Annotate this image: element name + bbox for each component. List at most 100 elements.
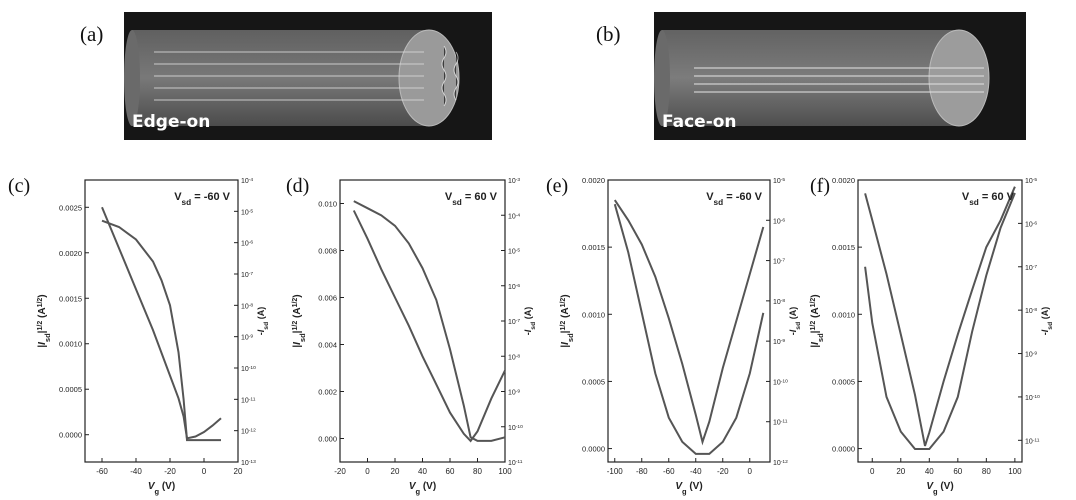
- x-tick-label: -60: [96, 467, 108, 476]
- y-right-tick-label: 10-9: [773, 338, 785, 347]
- y-right-tick-label: 10-5: [241, 208, 253, 217]
- chart-panel-f: (f) 0 20 40 60 80 100 0.0000 0.0005 0.0010 0.0015 0…: [810, 175, 1054, 496]
- y-tick-label: 0.008: [318, 247, 337, 256]
- x-tick-label: -60: [663, 467, 675, 476]
- y-right-tick-label: 10-9: [241, 333, 253, 342]
- y-right-tick-label: 10-8: [1025, 307, 1037, 316]
- x-tick-label: 100: [1008, 467, 1022, 476]
- y-axis-label-right: -Isd (A): [788, 307, 802, 335]
- chart-panel-d: (d) -20 0 20 40 60 80 100 0.000 0.002 0.004 0.006 0.…: [286, 175, 537, 496]
- x-tick-label: 0: [870, 467, 875, 476]
- y-tick-label: 0.006: [318, 294, 337, 303]
- vsd-annotation: Vsd = 60 V: [962, 191, 1015, 207]
- x-tick-label: 60: [446, 467, 455, 476]
- y-right-tick-label: 10-11: [1025, 437, 1040, 446]
- y-right-tick-label: 10-5: [1025, 177, 1037, 186]
- plot-frame: [857, 179, 1023, 463]
- y-right-tick-label: 10-6: [773, 217, 785, 226]
- y-right-tick-label: 10-6: [508, 282, 520, 291]
- y-right-tick-label: 10-5: [773, 177, 785, 186]
- y-tick-label: 0.000: [318, 435, 337, 444]
- y-axis-label-left: |Isd|1/2 (A1/2): [292, 294, 307, 347]
- y-right-tick-label: 10-6: [241, 239, 253, 248]
- face-on-render-image: Face-on: [654, 12, 1026, 140]
- series-curve-right: [864, 192, 1016, 450]
- x-tick-label: -80: [636, 467, 648, 476]
- plot-frame: [84, 179, 239, 463]
- x-tick-label: 80: [982, 467, 991, 476]
- x-tick-label: -40: [690, 467, 702, 476]
- y-right-tick-label: 10-10: [508, 423, 523, 432]
- x-tick-label: 40: [418, 467, 427, 476]
- y-tick-label: 0.0000: [582, 445, 605, 454]
- x-tick-label: 40: [925, 467, 934, 476]
- x-axis-label: Vg (V): [675, 481, 702, 496]
- y-right-tick-label: 10-3: [508, 177, 520, 186]
- x-tick-label: 0: [365, 467, 370, 476]
- series-curve-left: [864, 186, 1016, 447]
- edge-on-label: Edge-on: [132, 112, 211, 132]
- vsd-annotation: Vsd = -60 V: [706, 191, 762, 207]
- y-right-tick-label: 10-7: [1025, 263, 1037, 272]
- y-tick-label: 0.0005: [59, 385, 82, 394]
- y-right-tick-label: 10-11: [773, 418, 788, 427]
- y-tick-label: 0.0010: [832, 310, 855, 319]
- y-tick-label: 0.0015: [832, 243, 855, 252]
- y-tick-label: 0.0020: [832, 176, 855, 185]
- y-tick-label: 0.0010: [582, 310, 605, 319]
- y-tick-label: 0.0020: [582, 176, 605, 185]
- y-right-tick-label: 10-9: [1025, 350, 1037, 359]
- y-right-tick-label: 10-5: [508, 247, 520, 256]
- x-tick-label: 20: [896, 467, 905, 476]
- series-curve-left: [352, 210, 506, 443]
- y-right-tick-label: 10-11: [241, 396, 256, 405]
- y-tick-label: 0.0005: [582, 377, 605, 386]
- y-right-tick-label: 10-10: [773, 378, 788, 387]
- series-curve-right: [353, 200, 506, 442]
- y-right-tick-label: 10-8: [773, 297, 785, 306]
- x-tick-label: -20: [164, 467, 176, 476]
- y-right-tick-label: 10-12: [773, 459, 788, 468]
- x-tick-label: 0: [748, 467, 753, 476]
- y-right-tick-label: 10-10: [241, 365, 256, 374]
- y-tick-label: 0.0020: [59, 249, 82, 258]
- y-axis-label-left: |Isd|1/2 (A1/2): [560, 294, 575, 347]
- y-axis-label-left: |Isd|1/2 (A1/2): [810, 294, 825, 347]
- series-curve-right: [613, 203, 765, 455]
- series-curve-right: [101, 219, 221, 442]
- y-tick-label: 0.002: [318, 388, 337, 397]
- y-right-tick-label: 10-4: [508, 212, 520, 221]
- panel-letter: (c): [8, 175, 30, 197]
- y-right-tick-label: 10-8: [241, 302, 253, 311]
- y-right-tick-label: 10-7: [773, 257, 785, 266]
- x-axis-label: Vg (V): [409, 481, 436, 496]
- plot-frame: [607, 179, 771, 463]
- panel-letter: (f): [810, 175, 830, 197]
- y-axis-label-right: -Isd (A): [1040, 307, 1054, 335]
- panel-letter-b: (b): [596, 22, 621, 46]
- panel-letter: (e): [546, 175, 568, 197]
- y-axis-label-left: |Isd|1/2 (A1/2): [37, 294, 52, 347]
- y-axis-label-right: -Isd (A): [256, 307, 270, 335]
- y-tick-label: 0.0015: [59, 294, 82, 303]
- x-tick-label: -20: [717, 467, 729, 476]
- vsd-annotation: Vsd = 60 V: [445, 191, 498, 207]
- y-tick-label: 0.0015: [582, 243, 605, 252]
- y-right-tick-label: 10-8: [508, 353, 520, 362]
- x-axis-label: Vg (V): [148, 481, 175, 496]
- x-tick-label: 20: [234, 467, 243, 476]
- y-right-tick-label: 10-6: [1025, 220, 1037, 229]
- y-right-tick-label: 10-7: [508, 318, 520, 327]
- y-tick-label: 0.010: [318, 200, 337, 209]
- panel-letter-a: (a): [80, 22, 104, 46]
- face-on-label: Face-on: [662, 112, 737, 132]
- y-tick-label: 0.0025: [59, 203, 82, 212]
- y-axis-label-right: -Isd (A): [523, 307, 537, 335]
- y-tick-label: 0.0000: [832, 445, 855, 454]
- edge-on-render-image: Edge-on: [124, 12, 492, 140]
- y-right-tick-label: 10-9: [508, 388, 520, 397]
- x-tick-label: -100: [607, 467, 624, 476]
- y-right-tick-label: 10-4: [241, 177, 253, 186]
- y-right-tick-label: 10-7: [241, 271, 253, 280]
